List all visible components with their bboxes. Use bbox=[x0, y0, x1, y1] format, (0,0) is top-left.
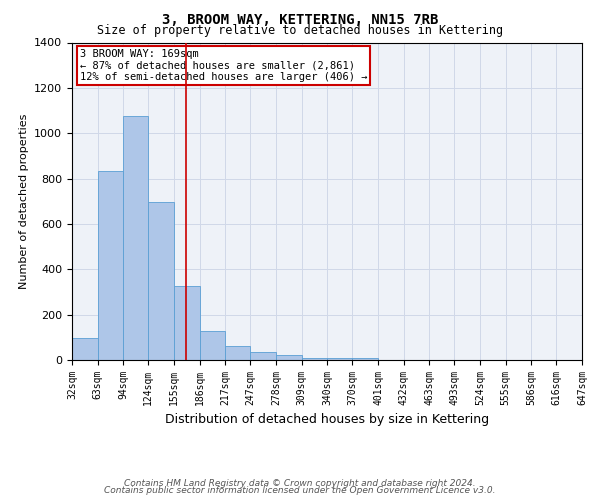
Text: 3, BROOM WAY, KETTERING, NN15 7RB: 3, BROOM WAY, KETTERING, NN15 7RB bbox=[162, 12, 438, 26]
Bar bbox=[226, 346, 250, 360]
Text: Contains HM Land Registry data © Crown copyright and database right 2024.: Contains HM Land Registry data © Crown c… bbox=[124, 478, 476, 488]
Bar bbox=[148, 202, 174, 360]
Y-axis label: Number of detached properties: Number of detached properties bbox=[19, 114, 29, 289]
Bar bbox=[200, 330, 226, 360]
Bar bbox=[124, 116, 148, 360]
Bar bbox=[302, 358, 328, 360]
Text: Contains public sector information licensed under the Open Government Licence v3: Contains public sector information licen… bbox=[104, 486, 496, 495]
Text: 3 BROOM WAY: 169sqm
← 87% of detached houses are smaller (2,861)
12% of semi-det: 3 BROOM WAY: 169sqm ← 87% of detached ho… bbox=[80, 49, 367, 82]
Bar bbox=[328, 358, 352, 360]
Bar bbox=[174, 286, 200, 360]
Bar bbox=[98, 170, 124, 360]
Text: Size of property relative to detached houses in Kettering: Size of property relative to detached ho… bbox=[97, 24, 503, 37]
X-axis label: Distribution of detached houses by size in Kettering: Distribution of detached houses by size … bbox=[165, 414, 489, 426]
Bar bbox=[250, 352, 276, 360]
Bar bbox=[352, 358, 378, 360]
Bar bbox=[276, 356, 302, 360]
Bar bbox=[72, 338, 98, 360]
